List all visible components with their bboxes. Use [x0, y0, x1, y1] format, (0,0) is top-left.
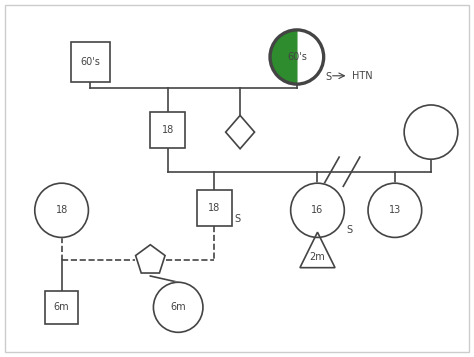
Polygon shape [226, 115, 255, 149]
Text: S: S [234, 214, 240, 224]
Text: 18: 18 [55, 205, 68, 215]
Circle shape [404, 105, 458, 159]
Text: 13: 13 [389, 205, 401, 215]
FancyBboxPatch shape [45, 291, 78, 324]
FancyBboxPatch shape [150, 112, 185, 148]
Text: HTN: HTN [352, 71, 372, 81]
Text: 60's: 60's [287, 52, 307, 62]
Text: 6m: 6m [170, 302, 186, 312]
Circle shape [368, 183, 422, 237]
Polygon shape [136, 245, 165, 273]
Text: S: S [346, 225, 353, 235]
Circle shape [291, 183, 344, 237]
Text: 6m: 6m [54, 302, 69, 312]
Text: 18: 18 [208, 203, 220, 213]
Circle shape [270, 30, 324, 84]
Text: 18: 18 [162, 125, 174, 135]
FancyBboxPatch shape [71, 42, 110, 82]
Polygon shape [300, 232, 335, 268]
Wedge shape [270, 30, 297, 84]
Text: 60's: 60's [81, 57, 100, 67]
Text: 2m: 2m [310, 252, 325, 262]
FancyBboxPatch shape [197, 191, 232, 226]
Circle shape [35, 183, 89, 237]
Circle shape [154, 282, 203, 332]
Text: S: S [326, 72, 332, 82]
Text: 16: 16 [311, 205, 324, 215]
